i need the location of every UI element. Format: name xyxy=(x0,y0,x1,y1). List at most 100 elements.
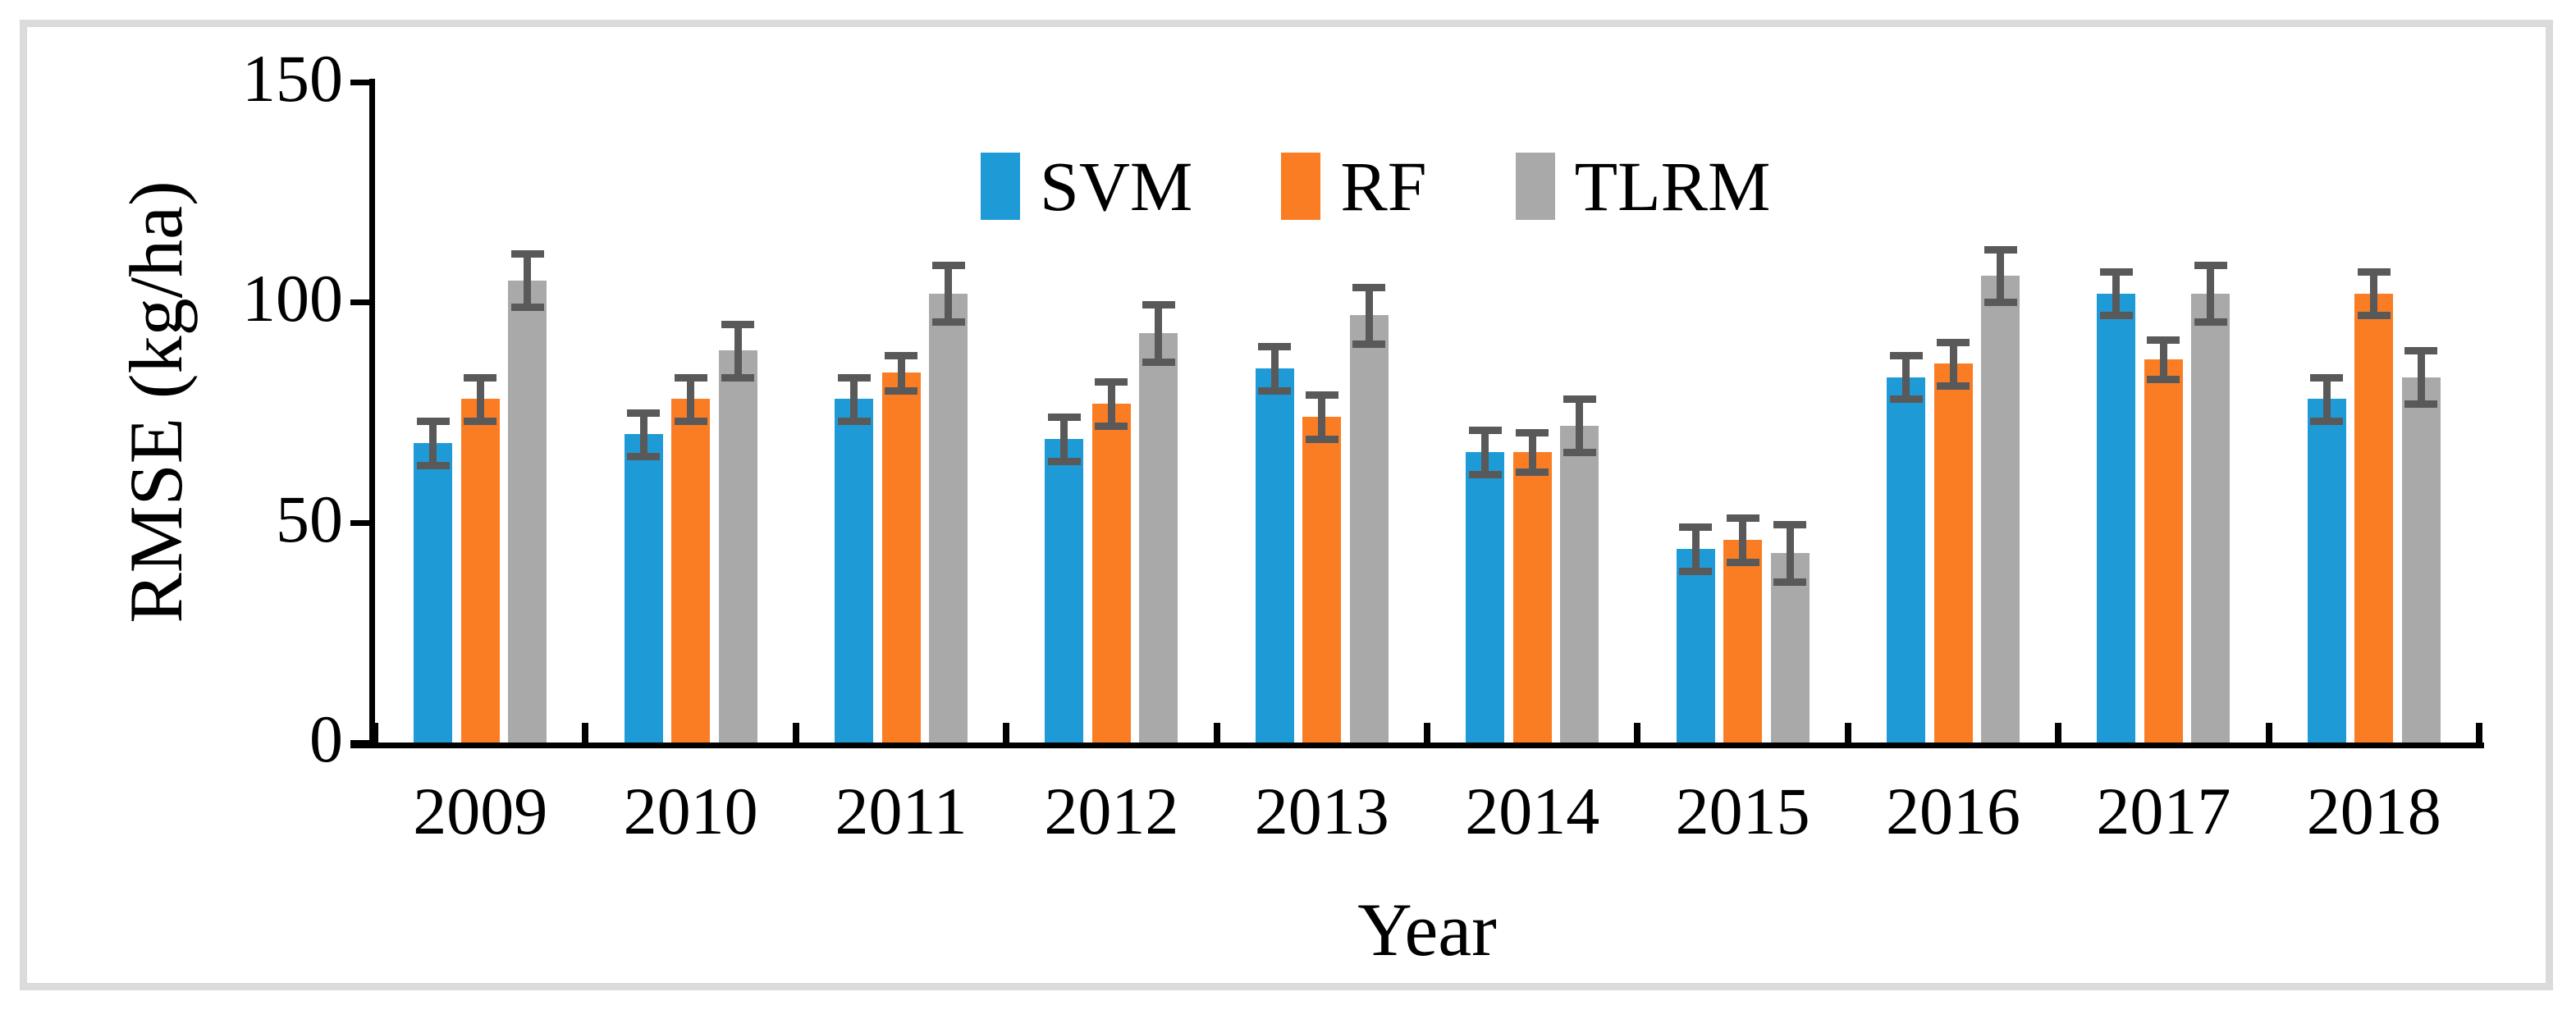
bar-tlrm-2013 xyxy=(1349,315,1389,743)
error-bar-cap-top xyxy=(1983,245,2017,254)
error-bar-cap-bottom xyxy=(2147,376,2180,384)
error-bar-cap-top xyxy=(2194,261,2227,269)
error-bar-whisker xyxy=(2322,377,2331,422)
error-bar-cap-bottom xyxy=(2357,312,2391,320)
error-bar-whisker xyxy=(945,264,952,322)
error-bar-whisker xyxy=(1318,395,1326,439)
error-bar-cap-bottom xyxy=(837,418,871,426)
error-bar-whisker xyxy=(476,377,484,422)
x-tick-label: 2017 xyxy=(2096,774,2231,848)
error-bar-whisker xyxy=(1107,381,1115,426)
y-axis-tick xyxy=(350,299,375,306)
bar-svm-2018 xyxy=(2307,399,2346,743)
error-bar-cap-bottom xyxy=(2404,400,2438,408)
error-bar-cap-top xyxy=(674,373,707,382)
x-axis-tick xyxy=(1844,723,1851,743)
error-bar-cap-bottom xyxy=(464,418,497,426)
x-axis-tick xyxy=(2055,723,2062,743)
error-bar-cap-bottom xyxy=(885,386,917,395)
y-tick-label: 100 xyxy=(242,261,343,336)
error-bar-cap-bottom xyxy=(1142,358,1175,366)
error-bar-cap-bottom xyxy=(674,418,707,426)
error-bar-whisker xyxy=(1528,432,1536,472)
bar-rf-2012 xyxy=(1091,403,1131,743)
error-bar-whisker xyxy=(1739,518,1747,562)
error-bar-cap-top xyxy=(464,373,497,382)
x-axis-tick xyxy=(2476,723,2482,743)
error-bar-whisker xyxy=(639,412,647,457)
error-bar-cap-bottom xyxy=(2099,312,2133,320)
error-bar-cap-bottom xyxy=(1047,457,1081,465)
error-bar-whisker xyxy=(524,254,532,307)
x-axis-tick xyxy=(2265,723,2272,743)
error-bar-cap-bottom xyxy=(510,303,544,311)
bar-tlrm-2010 xyxy=(718,350,757,743)
error-bar-whisker xyxy=(2370,271,2378,316)
bar-rf-2010 xyxy=(671,399,711,743)
error-bar-cap-top xyxy=(416,418,450,426)
error-bar-cap-bottom xyxy=(2194,318,2227,327)
error-bar-cap-bottom xyxy=(1305,435,1338,443)
error-bar-cap-bottom xyxy=(1516,468,1549,476)
bar-tlrm-2011 xyxy=(929,293,968,743)
error-bar-whisker xyxy=(734,324,742,377)
bar-svm-2010 xyxy=(624,434,663,743)
error-bar-cap-top xyxy=(1305,391,1338,400)
error-bar-cap-top xyxy=(2357,267,2391,276)
bar-tlrm-2017 xyxy=(2191,293,2231,743)
bar-tlrm-2012 xyxy=(1139,332,1178,743)
error-bar-cap-bottom xyxy=(1889,395,1923,404)
bar-rf-2009 xyxy=(460,399,500,743)
legend-swatch-svm xyxy=(981,153,1020,220)
error-bar-cap-top xyxy=(1937,338,1970,346)
error-bar-cap-top xyxy=(1258,343,1292,350)
bar-svm-2016 xyxy=(1887,377,1925,743)
error-bar-cap-top xyxy=(721,321,755,329)
legend-label: RF xyxy=(1340,147,1427,226)
legend-label: TLRM xyxy=(1574,147,1771,226)
error-bar-cap-bottom xyxy=(1937,382,1970,391)
bar-rf-2016 xyxy=(1933,363,1973,743)
error-bar-cap-top xyxy=(1773,521,1807,529)
x-axis-tick xyxy=(1003,723,1010,743)
bar-svm-2017 xyxy=(2097,293,2136,743)
legend-swatch-rf xyxy=(1281,153,1321,220)
x-tick-label: 2010 xyxy=(623,774,758,848)
bar-svm-2015 xyxy=(1676,548,1715,743)
bar-tlrm-2018 xyxy=(2401,377,2441,743)
x-axis-tick xyxy=(1424,723,1430,743)
error-bar-cap-bottom xyxy=(1983,299,2017,307)
error-bar-cap-top xyxy=(1468,426,1502,434)
bar-svm-2012 xyxy=(1045,438,1084,743)
error-bar-whisker xyxy=(687,377,695,422)
error-bar-cap-top xyxy=(2099,267,2133,276)
legend: SVM RF TLRM xyxy=(981,151,1771,222)
bar-rf-2011 xyxy=(881,372,921,743)
figure-border xyxy=(20,20,2553,990)
error-bar-cap-top xyxy=(1679,523,1713,532)
bar-tlrm-2014 xyxy=(1560,425,1599,743)
error-bar-cap-top xyxy=(885,351,917,359)
error-bar-whisker xyxy=(1365,286,1373,345)
error-bar-whisker xyxy=(897,354,905,391)
bar-tlrm-2016 xyxy=(1981,276,2020,743)
x-tick-label: 2012 xyxy=(1044,774,1179,848)
error-bar-cap-bottom xyxy=(931,318,965,327)
error-bar-whisker xyxy=(850,377,858,422)
bar-rf-2014 xyxy=(1512,451,1552,743)
y-tick-label: 50 xyxy=(276,481,343,556)
x-axis-line xyxy=(350,743,2484,748)
y-axis-tick xyxy=(350,80,375,85)
error-bar-cap-bottom xyxy=(627,453,661,461)
bar-svm-2011 xyxy=(835,399,873,743)
error-bar-whisker xyxy=(2207,264,2215,322)
error-bar-cap-top xyxy=(1142,301,1175,309)
x-axis-tick xyxy=(372,723,378,743)
y-tick-label: 150 xyxy=(242,40,343,116)
bar-rf-2015 xyxy=(1723,540,1763,743)
x-tick-label: 2011 xyxy=(835,774,968,848)
error-bar-whisker xyxy=(2159,339,2167,380)
y-axis-line xyxy=(369,79,375,748)
x-axis-tick xyxy=(582,723,589,743)
